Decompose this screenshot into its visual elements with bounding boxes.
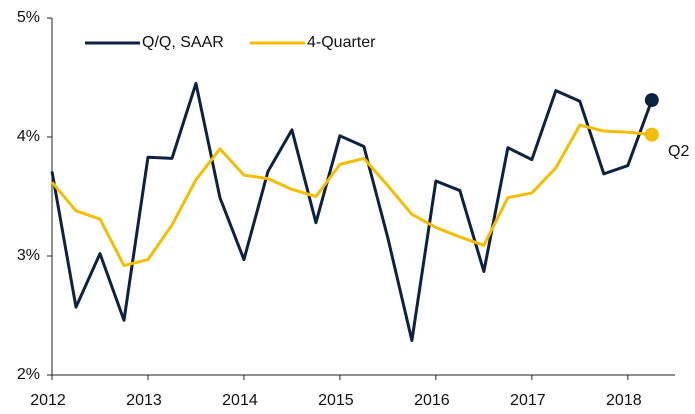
end-dot (644, 127, 659, 142)
series-line (50, 81, 654, 342)
x-tick-label: 2016 (414, 392, 450, 409)
annotation: Q2 (668, 143, 689, 160)
legend-label: 4-Quarter (307, 34, 376, 51)
x-tick-label: 2015 (318, 392, 354, 409)
y-tick-label: 5% (17, 9, 40, 26)
series-line (50, 123, 652, 268)
end-dot (644, 93, 659, 108)
x-tick-label: 2018 (606, 392, 642, 409)
y-tick-label: 4% (17, 128, 40, 145)
x-tick-label: 2014 (222, 392, 258, 409)
x-tick-label: 2017 (510, 392, 546, 409)
x-tick-label: 2013 (126, 392, 162, 409)
y-tick-label: 3% (17, 247, 40, 264)
legend-label: Q/Q, SAAR (142, 34, 224, 51)
x-tick-label: 2012 (30, 392, 66, 409)
y-tick-label: 2% (17, 366, 40, 383)
